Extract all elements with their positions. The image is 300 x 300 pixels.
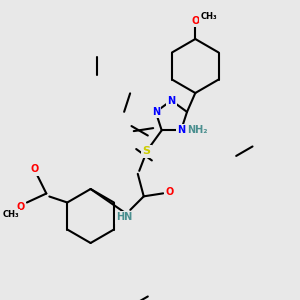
Text: S: S bbox=[143, 146, 151, 156]
Text: O: O bbox=[17, 202, 25, 212]
Text: N: N bbox=[167, 95, 175, 106]
Text: CH₃: CH₃ bbox=[2, 210, 19, 219]
Text: CH₃: CH₃ bbox=[200, 12, 217, 21]
Text: O: O bbox=[30, 164, 38, 175]
Text: O: O bbox=[191, 16, 200, 26]
Text: NH₂: NH₂ bbox=[187, 125, 208, 135]
Text: N: N bbox=[177, 125, 185, 135]
Text: N: N bbox=[152, 107, 160, 117]
Text: O: O bbox=[165, 187, 173, 197]
Text: HN: HN bbox=[116, 212, 132, 222]
